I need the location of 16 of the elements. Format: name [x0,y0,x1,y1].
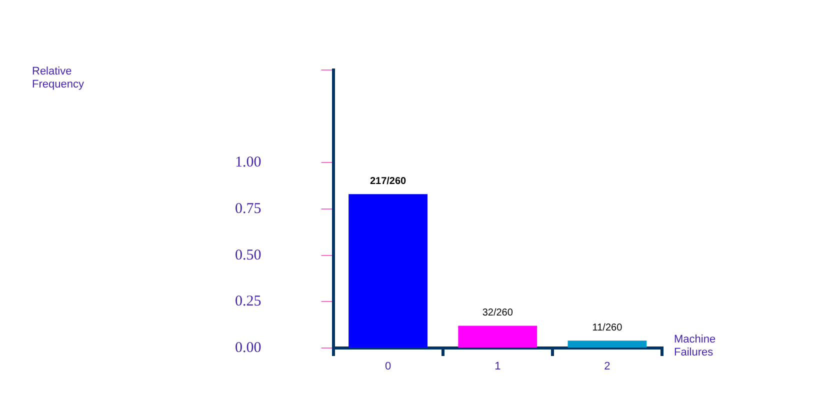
y-tick-label: 0.75 [235,200,262,217]
y-tick-label: 1.00 [235,154,262,171]
bar [458,326,538,348]
bar [568,340,647,348]
x-tick-label: 1 [494,360,501,373]
x-tick-label: 0 [384,360,392,373]
y-tick-label: 0.00 [235,340,262,356]
y-tick-label: 0.50 [235,247,262,264]
data-label: 32/260 [482,308,514,319]
data-label: 11/260 [592,322,623,334]
x-axis-title: Machine Failures [674,334,716,359]
y-tick-label: 0.25 [235,294,262,310]
data-label: 217/260 [370,176,407,187]
text: Relative Frequency [32,66,84,91]
x-tick-label: 2 [604,360,610,373]
bar [348,194,428,348]
